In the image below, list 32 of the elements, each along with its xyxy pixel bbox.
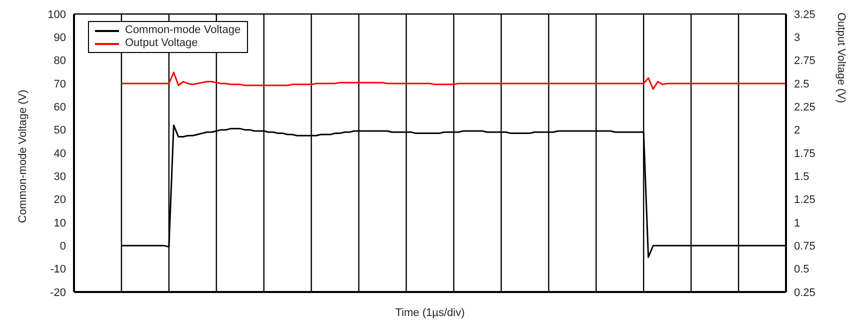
y2-tick-label: 2 bbox=[794, 124, 800, 137]
y-tick-label: 90 bbox=[54, 32, 66, 44]
y-tick-label: 30 bbox=[54, 171, 66, 184]
y2-tick-label: 1 bbox=[794, 217, 800, 230]
x-axis-title: Time (1µs/div) bbox=[395, 307, 465, 319]
y-tick-label: 70 bbox=[54, 78, 66, 90]
y-tick-label: -20 bbox=[50, 286, 66, 299]
legend-label: Output Voltage bbox=[125, 37, 198, 50]
y2-tick-label: 2.25 bbox=[794, 102, 816, 114]
y-tick-label: 50 bbox=[54, 124, 66, 137]
y-tick-label: 40 bbox=[54, 148, 66, 160]
line-series bbox=[120, 72, 787, 90]
y2-tick-label: 1.75 bbox=[794, 148, 816, 160]
y2-axis-title: Output Voltage (V) bbox=[835, 12, 848, 103]
y-tick-label: 80 bbox=[54, 55, 66, 68]
legend-label: Common-mode Voltage bbox=[125, 24, 241, 37]
y2-tick-label: 0.5 bbox=[794, 264, 810, 276]
y-tick-label: 60 bbox=[54, 102, 66, 114]
y2-tick-label: 2.75 bbox=[794, 55, 816, 68]
y-tick-label: 0 bbox=[60, 240, 66, 253]
y-tick-label: 100 bbox=[48, 8, 66, 21]
y-tick-label: 10 bbox=[54, 217, 66, 230]
y2-tick-label: 1.25 bbox=[794, 194, 816, 206]
y2-tick-label: 3.25 bbox=[794, 8, 816, 21]
y2-tick-label: 3 bbox=[794, 32, 800, 44]
y2-tick-label: 2.5 bbox=[794, 78, 810, 90]
y2-tick-label: 0.25 bbox=[794, 286, 816, 299]
y2-tick-label: 0.75 bbox=[794, 240, 816, 253]
y-tick-label: -10 bbox=[50, 264, 66, 276]
y-axis-title: Common-mode Voltage (V) bbox=[16, 90, 29, 223]
y-tick-label: 20 bbox=[54, 194, 66, 206]
y2-tick-label: 1.5 bbox=[794, 171, 810, 184]
